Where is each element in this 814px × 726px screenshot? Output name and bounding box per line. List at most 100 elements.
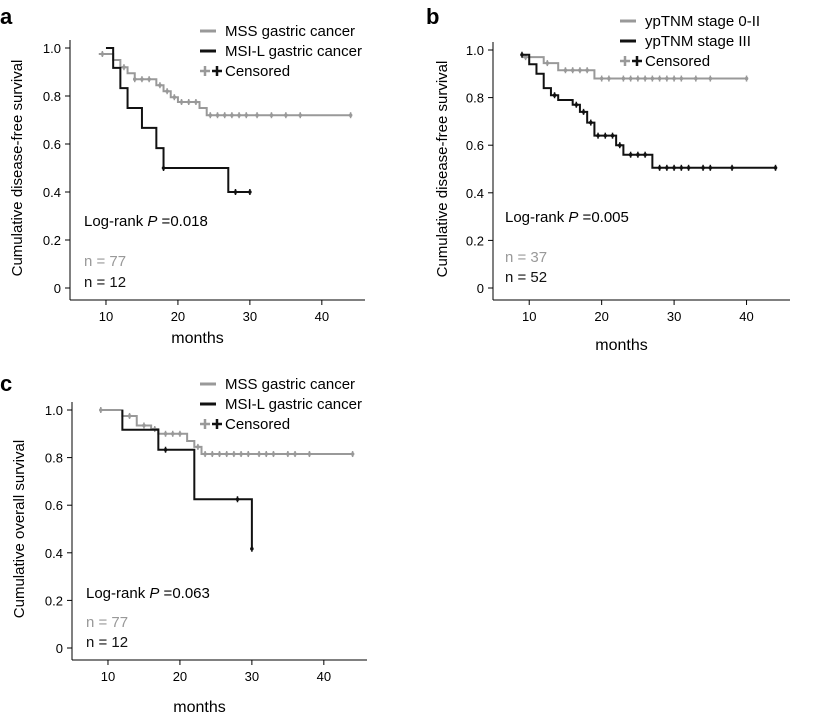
- y-tick-label: 0: [56, 641, 63, 656]
- censor-mark: [643, 152, 647, 157]
- censor-mark: [239, 452, 243, 456]
- censor-mark: [286, 452, 290, 456]
- x-tick-label: 40: [315, 309, 329, 324]
- censor-mark: [708, 166, 713, 170]
- censor-mark: [570, 68, 575, 73]
- y-tick-label: 0.6: [466, 138, 484, 153]
- censor-mark: [132, 77, 137, 81]
- censored-plus-gray: [200, 419, 210, 429]
- log-rank-annotation: Log-rank P =0.063: [86, 585, 210, 602]
- y-tick-label: 0.2: [43, 233, 61, 248]
- censored-plus-black: [212, 66, 222, 76]
- censor-mark: [147, 77, 151, 81]
- censor-mark: [244, 113, 249, 117]
- censor-mark: [348, 113, 353, 117]
- x-tick-label: 30: [245, 669, 259, 684]
- censor-mark: [588, 120, 593, 125]
- censor-mark: [203, 452, 207, 456]
- censor-mark: [250, 546, 254, 551]
- censor-mark: [271, 452, 276, 456]
- censor-mark: [578, 68, 582, 73]
- y-axis-label: Cumulative disease-free survival: [9, 60, 26, 277]
- panel-label-c: c: [0, 371, 12, 396]
- censor-mark: [246, 452, 251, 456]
- legend-label: MSI-L gastric cancer: [225, 396, 362, 413]
- censor-mark: [708, 76, 713, 81]
- censor-mark: [773, 166, 778, 170]
- censor-mark: [694, 76, 698, 81]
- censor-mark: [284, 113, 288, 117]
- censor-mark: [307, 452, 312, 456]
- x-axis-label: months: [595, 337, 647, 354]
- x-tick-label: 20: [594, 309, 608, 324]
- censor-mark: [161, 166, 166, 170]
- censor-mark: [165, 89, 169, 93]
- censor-mark: [523, 55, 528, 59]
- censor-mark: [607, 76, 611, 81]
- n-label-black: n = 52: [505, 269, 547, 286]
- x-tick-label: 40: [739, 309, 753, 324]
- y-tick-label: 0.6: [43, 137, 61, 152]
- y-tick-label: 1.0: [45, 403, 63, 418]
- censor-mark: [636, 152, 640, 157]
- censor-mark: [672, 166, 676, 170]
- y-axis-label: Cumulative disease-free survival: [434, 61, 451, 278]
- chart-panel-c: 0 0.2 0.4 0.6 0.8 1.0 10 20 30 40 months Cumulative…: [11, 376, 367, 716]
- y-tick-label: 0.8: [43, 89, 61, 104]
- censor-mark: [215, 113, 220, 117]
- censor-mark: [255, 113, 259, 117]
- censor-mark: [701, 166, 705, 170]
- chart-panel-b: 0 0.2 0.4 0.6 0.8 1.0 10 20 30 40 months Cumulative…: [434, 13, 790, 354]
- legend-label: MSS gastric cancer: [225, 376, 355, 393]
- y-tick-label: 1.0: [466, 43, 484, 58]
- censor-mark: [230, 113, 234, 117]
- y-tick-label: 0.6: [45, 498, 63, 513]
- y-tick-label: 1.0: [43, 41, 61, 56]
- censor-mark: [657, 166, 662, 170]
- censor-mark: [248, 190, 252, 194]
- censor-mark: [210, 452, 215, 456]
- legend-label: ypTNM stage III: [645, 33, 751, 50]
- y-axis-label: Cumulative overall survival: [11, 440, 28, 618]
- censor-mark: [224, 452, 229, 456]
- censor-mark: [350, 452, 355, 456]
- censor-mark: [596, 133, 600, 138]
- censor-mark: [650, 76, 655, 81]
- censor-mark: [222, 113, 227, 117]
- censor-mark: [628, 152, 633, 157]
- censored-plus-black: [632, 56, 642, 66]
- censor-mark: [665, 76, 669, 81]
- x-axis-label: months: [171, 330, 223, 347]
- censor-mark: [208, 113, 213, 117]
- legend: MSS gastric cancer MSI-L gastric cancer Ce…: [200, 23, 362, 80]
- y-tick-label: 0.2: [466, 233, 484, 248]
- x-tick-label: 20: [173, 669, 187, 684]
- censor-mark: [127, 414, 132, 418]
- censor-mark: [574, 102, 579, 107]
- y-tick-label: 0.4: [45, 546, 63, 561]
- censor-mark: [617, 143, 622, 147]
- censor-mark: [217, 452, 222, 456]
- x-tick-label: 30: [243, 309, 257, 324]
- legend: MSS gastric cancer MSI-L gastric cancer Ce…: [200, 376, 362, 433]
- censor-mark: [186, 100, 191, 104]
- censor-mark: [581, 110, 586, 114]
- chart-panel-a: 0 0.2 0.4 0.6 0.8 1.0 10 20 30 40 months Cumulative…: [9, 23, 365, 347]
- censor-mark: [142, 423, 146, 428]
- log-rank-annotation: Log-rank P =0.005: [505, 209, 629, 226]
- censor-mark: [194, 100, 198, 104]
- censor-mark: [163, 447, 168, 452]
- series-line: [121, 410, 253, 549]
- censor-mark: [232, 452, 236, 456]
- censor-mark: [196, 445, 200, 449]
- censor-mark: [610, 133, 615, 138]
- censor-mark: [293, 452, 297, 456]
- y-tick-label: 0: [54, 281, 61, 296]
- legend: ypTNM stage 0-II ypTNM stage III Censored: [620, 13, 760, 70]
- censor-mark: [140, 77, 144, 81]
- censor-mark: [179, 100, 184, 104]
- censor-mark: [545, 61, 550, 65]
- censor-mark: [657, 76, 662, 81]
- x-tick-label: 10: [522, 309, 536, 324]
- censor-mark: [643, 76, 647, 81]
